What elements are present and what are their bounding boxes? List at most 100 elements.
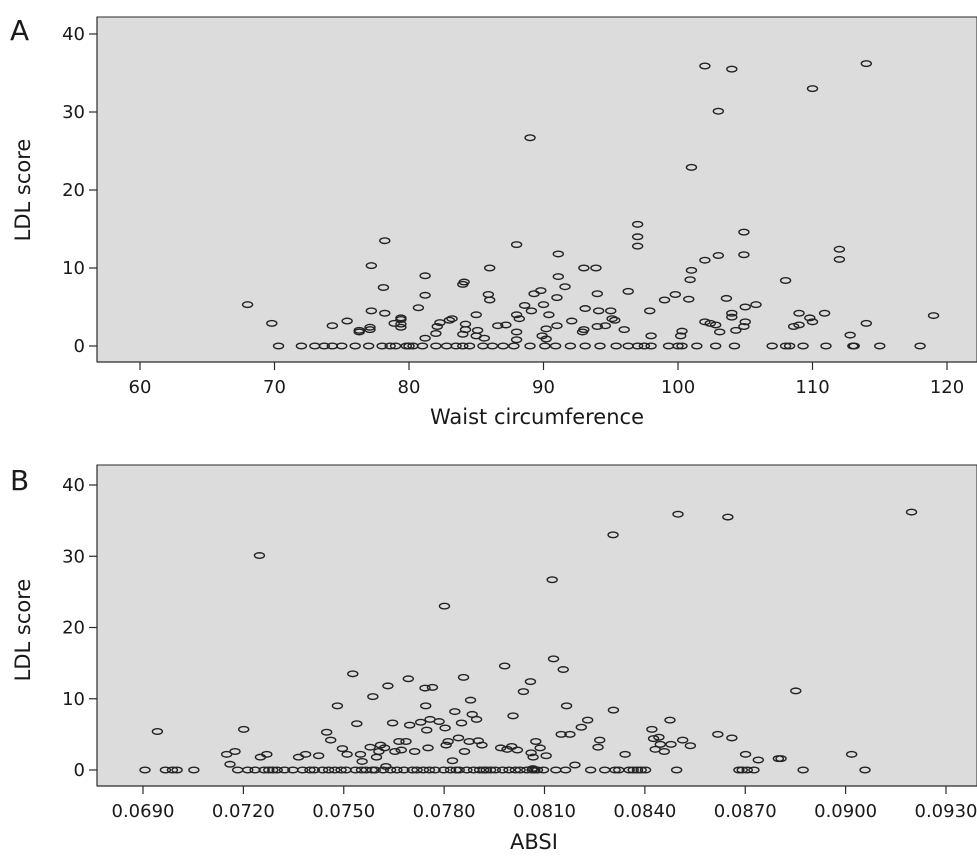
data-point — [638, 342, 651, 350]
data-point — [540, 335, 552, 343]
data-point — [457, 342, 469, 350]
data-point — [509, 766, 522, 774]
data-point — [433, 718, 445, 726]
data-point — [591, 290, 603, 298]
data-point — [674, 332, 687, 340]
y-tick-label: 30 — [62, 546, 85, 567]
data-point — [296, 766, 309, 774]
data-point — [438, 766, 450, 774]
data-point — [591, 323, 603, 331]
data-point — [398, 766, 410, 774]
data-point — [444, 766, 457, 774]
data-point — [446, 315, 458, 323]
data-point — [497, 342, 509, 350]
data-point — [365, 262, 378, 270]
data-point — [406, 766, 419, 774]
data-point — [388, 319, 400, 327]
y-tick-label: 40 — [62, 24, 85, 45]
data-point — [258, 766, 270, 774]
data-point — [645, 342, 657, 350]
data-point — [653, 733, 665, 741]
x-tick-label: 80 — [398, 377, 421, 398]
data-point — [278, 766, 291, 774]
x-tick-label: 70 — [263, 377, 286, 398]
data-point — [430, 330, 442, 338]
data-point — [683, 295, 695, 303]
panel-a-points — [241, 60, 940, 350]
data-point — [351, 720, 363, 728]
data-point — [329, 766, 341, 774]
data-point — [376, 342, 388, 350]
data-point — [804, 314, 816, 322]
data-point — [489, 766, 502, 774]
data-point — [537, 766, 550, 774]
data-point — [618, 326, 630, 334]
data-point — [510, 336, 523, 344]
data-point — [471, 326, 484, 334]
data-point — [685, 266, 698, 274]
data-point — [238, 725, 250, 733]
data-point — [511, 746, 524, 754]
data-point — [400, 738, 412, 746]
data-point — [426, 683, 439, 691]
data-point — [412, 304, 425, 312]
data-point — [423, 766, 436, 774]
data-point — [459, 320, 472, 328]
data-point — [378, 744, 391, 752]
data-point — [552, 273, 564, 281]
data-point — [669, 291, 682, 299]
data-point — [739, 303, 751, 311]
data-point — [779, 276, 792, 284]
data-point — [242, 766, 254, 774]
data-point — [521, 766, 533, 774]
data-point — [549, 342, 562, 350]
data-point — [513, 315, 525, 323]
data-point — [575, 723, 588, 731]
data-point — [592, 307, 605, 315]
data-point — [584, 766, 597, 774]
data-point — [241, 301, 254, 309]
x-tick-label: 0.0720 — [212, 801, 275, 822]
data-point — [927, 312, 940, 320]
data-point — [783, 342, 796, 350]
data-point — [766, 342, 778, 350]
data-point — [457, 280, 469, 288]
data-point — [422, 744, 434, 752]
data-point — [524, 678, 537, 686]
data-point — [658, 296, 671, 304]
panel-a: A 0 10 20 30 40 60 70 80 90 100 110 120 Waist circ… — [10, 14, 977, 429]
data-point — [402, 675, 415, 683]
data-point — [559, 283, 571, 291]
data-point — [395, 320, 407, 328]
data-point — [430, 342, 442, 350]
x-tick-label: 0.0930 — [915, 801, 977, 822]
data-point — [525, 307, 538, 315]
data-point — [461, 766, 473, 774]
data-point — [354, 750, 367, 758]
data-point — [408, 747, 421, 755]
data-point — [594, 342, 606, 350]
data-point — [728, 342, 741, 350]
data-point — [726, 309, 738, 317]
data-point — [450, 342, 462, 350]
data-point — [449, 708, 461, 716]
data-point — [365, 307, 378, 315]
data-point — [349, 766, 362, 774]
panel-b-y-axis-label: LDL score — [11, 579, 35, 682]
data-point — [606, 315, 618, 323]
data-point — [530, 738, 542, 746]
data-point — [267, 766, 279, 774]
data-point — [672, 342, 684, 350]
data-point — [531, 766, 544, 774]
data-point — [159, 766, 172, 774]
data-point — [712, 730, 724, 738]
data-point — [730, 326, 742, 334]
data-point — [389, 342, 402, 350]
data-point — [860, 60, 872, 68]
data-point — [494, 744, 507, 752]
data-point — [353, 328, 365, 336]
data-point — [440, 741, 452, 749]
data-point — [355, 766, 368, 774]
data-point — [534, 744, 546, 752]
data-point — [609, 316, 621, 324]
